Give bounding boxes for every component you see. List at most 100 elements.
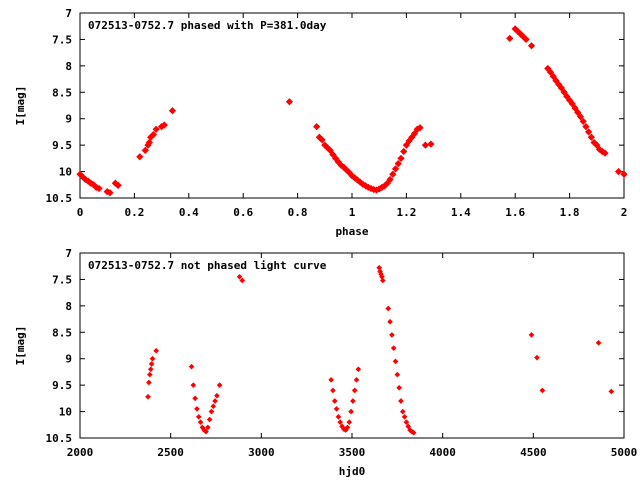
data-point — [601, 149, 609, 157]
x-tick-label: 1.8 — [560, 206, 580, 219]
data-point — [146, 379, 152, 386]
data-point — [147, 366, 154, 373]
data-point — [402, 141, 411, 149]
data-point — [506, 34, 514, 42]
data-point — [146, 371, 153, 378]
data-point — [391, 165, 400, 173]
data-point — [149, 130, 158, 139]
data-point — [106, 189, 114, 197]
data-point — [313, 123, 321, 131]
data-point — [389, 332, 395, 338]
data-point — [333, 406, 340, 412]
data-point — [380, 277, 386, 284]
data-point — [148, 361, 155, 367]
data-point — [346, 419, 353, 425]
data-point — [285, 98, 294, 106]
data-point — [560, 88, 568, 96]
data-point — [421, 141, 430, 149]
data-point — [145, 393, 151, 400]
data-point — [403, 419, 410, 425]
data-point — [145, 138, 153, 147]
x-tick-label: 4500 — [520, 446, 547, 459]
data-point — [152, 125, 160, 133]
data-point — [620, 170, 628, 178]
y-tick-label: 7 — [65, 247, 72, 260]
data-point — [188, 363, 195, 370]
data-point — [405, 423, 412, 430]
data-point — [401, 414, 408, 420]
data-point — [236, 273, 243, 280]
x-tick-label: 3500 — [339, 446, 366, 459]
y-tick-label: 9 — [65, 353, 72, 366]
data-point — [390, 345, 397, 351]
data-point — [539, 387, 546, 394]
y-tick-label: 10.5 — [46, 432, 73, 445]
data-point — [208, 408, 215, 415]
data-point — [335, 414, 342, 420]
data-point — [427, 140, 435, 148]
x-tick-label: 2500 — [157, 446, 184, 459]
data-point — [392, 358, 399, 365]
data-point — [214, 392, 220, 399]
data-point — [195, 414, 202, 420]
data-point — [210, 403, 217, 410]
data-point — [353, 176, 362, 184]
data-point — [557, 84, 566, 92]
data-point — [239, 277, 246, 284]
x-tick-label: 2 — [621, 206, 628, 219]
data-point — [394, 160, 402, 168]
x-tick-label: 1 — [349, 206, 356, 219]
data-point — [576, 112, 585, 121]
data-point — [385, 305, 392, 312]
data-point — [595, 340, 602, 346]
data-point — [95, 184, 103, 193]
x-tick-label: 3000 — [248, 446, 275, 459]
data-point — [350, 398, 356, 404]
data-point — [212, 398, 218, 404]
data-point — [203, 428, 209, 435]
data-point — [355, 366, 362, 373]
y-axis-label: I[mag] — [14, 326, 27, 366]
data-point — [205, 424, 211, 431]
y-tick-label: 7 — [65, 7, 72, 20]
data-point — [546, 68, 555, 76]
data-point — [416, 124, 424, 132]
data-point — [574, 108, 582, 116]
data-point — [527, 42, 536, 50]
data-point — [344, 424, 351, 431]
y-tick-label: 9.5 — [52, 379, 72, 392]
x-tick-label: 0.6 — [233, 206, 253, 219]
data-point — [587, 133, 595, 141]
data-point — [397, 154, 405, 162]
x-tick-label: 4000 — [429, 446, 456, 459]
data-point — [399, 408, 406, 415]
data-point — [190, 382, 197, 388]
data-point — [141, 146, 149, 155]
x-tick-label: 2000 — [67, 446, 94, 459]
data-point — [153, 347, 159, 354]
data-point — [387, 318, 393, 325]
plot-frame — [79, 12, 625, 199]
data-point — [534, 354, 540, 361]
data-point — [410, 429, 417, 436]
data-point — [400, 147, 408, 156]
data-point — [398, 398, 404, 404]
y-tick-label: 9 — [65, 113, 72, 126]
data-point — [579, 117, 587, 125]
x-tick-label: 5000 — [611, 446, 638, 459]
data-point — [549, 72, 557, 81]
data-point — [136, 153, 144, 161]
y-tick-label: 8 — [65, 300, 72, 313]
x-tick-label: 0 — [77, 206, 84, 219]
chart-title: 072513-0752.7 phased with P=381.0day — [88, 19, 327, 32]
data-point — [593, 141, 601, 149]
x-axis-label: phase — [335, 225, 368, 238]
data-point — [318, 136, 326, 144]
data-point — [348, 408, 354, 415]
data-point — [571, 104, 579, 112]
data-point — [568, 100, 576, 108]
y-tick-label: 10 — [59, 406, 72, 419]
y-tick-label: 8.5 — [52, 326, 72, 339]
y-tick-label: 7.5 — [52, 273, 72, 286]
